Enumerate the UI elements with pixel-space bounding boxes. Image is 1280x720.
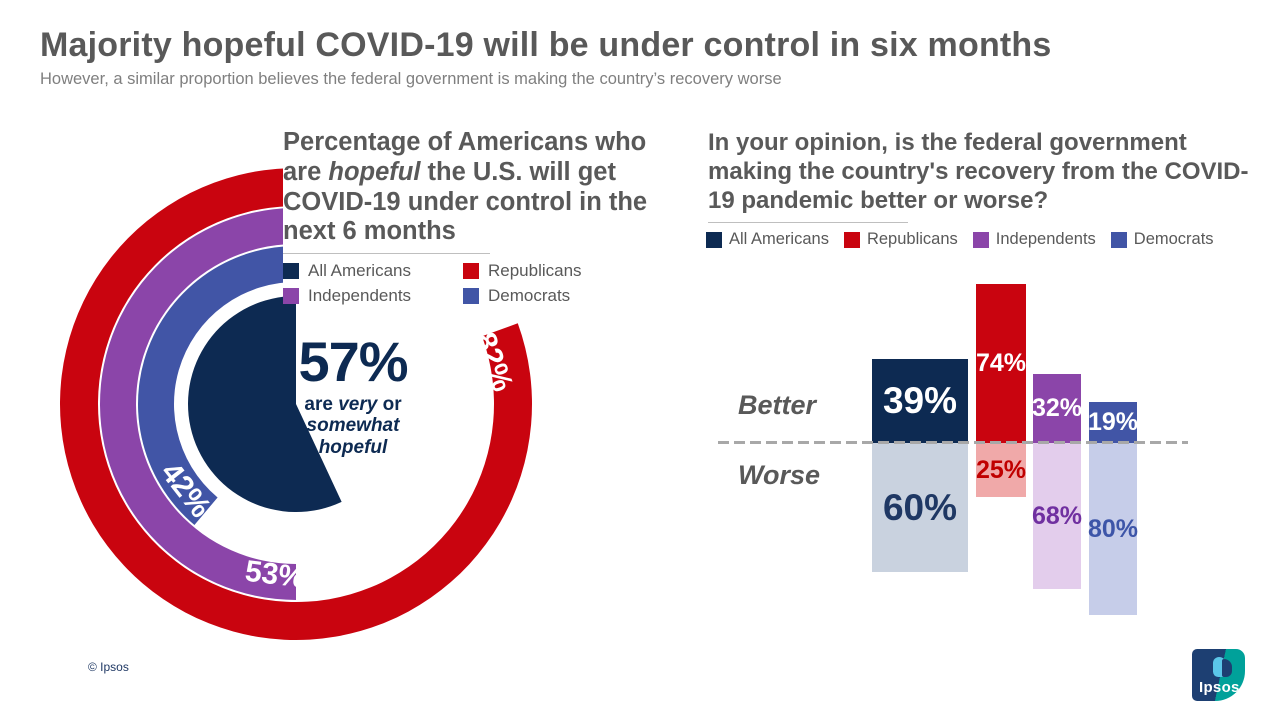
bar-chart-legend: All Americans Republicans Independents Demo… xyxy=(706,230,1262,249)
caption-somewhat: somewhat xyxy=(306,415,400,437)
bar-chart-title: In your opinion, is the federal governme… xyxy=(708,129,1249,215)
donut-center-caption: are very or somewhat hopeful xyxy=(277,394,429,458)
donut-legend-swatch-independents xyxy=(283,288,299,305)
caption-very: very xyxy=(338,394,378,415)
donut-center-value: 57% xyxy=(298,330,408,393)
better-axis-label: Better xyxy=(738,390,817,420)
bar-legend-swatch-democrats xyxy=(1110,231,1127,248)
bar-worse-independents: 68% xyxy=(1031,443,1083,589)
bar-legend-label-republicans: Republicans xyxy=(866,230,958,248)
donut-legend-swatch-republicans xyxy=(463,263,479,280)
bar-value-better-all-americans: 39% xyxy=(882,380,958,421)
donut-ring-value-independents: 53% xyxy=(243,555,307,595)
bar-value-better-republicans: 74% xyxy=(975,349,1027,377)
ipsos-logo-wordmark: Ipsos xyxy=(1199,679,1240,696)
hopeful-donut-chart: 82%53%42% xyxy=(59,167,532,640)
donut-legend-label-independents: Independents xyxy=(308,286,412,306)
donut-legend-item-republicans: Republicans xyxy=(463,261,643,281)
donut-title-block: Percentage of Americans who are hopeful … xyxy=(283,122,685,305)
bar-legend-item-democrats: Democrats xyxy=(1110,230,1214,249)
bar-better-democrats: 19% xyxy=(1087,402,1139,443)
donut-title-rule xyxy=(283,253,490,255)
donut-title-italic: hopeful xyxy=(328,157,421,186)
bar-legend-swatch-republicans xyxy=(843,231,860,248)
bar-value-worse-all-americans: 60% xyxy=(882,486,958,528)
bar-value-better-independents: 32% xyxy=(1031,394,1083,422)
bar-legend-label-independents: Independents xyxy=(995,230,1096,248)
donut-inner-pie-all-americans xyxy=(188,296,342,512)
bar-worse-all-americans: 60% xyxy=(872,443,968,572)
bar-worse-democrats: 80% xyxy=(1087,443,1139,615)
bar-better-independents: 32% xyxy=(1031,374,1083,443)
bar-value-worse-independents: 68% xyxy=(1031,501,1083,530)
donut-title-prefix: Percentage of Americans who are xyxy=(283,128,647,186)
copyright-note: © Ipsos xyxy=(88,660,129,674)
donut-legend-swatch-all-americans xyxy=(283,263,299,280)
bar-value-better-democrats: 19% xyxy=(1087,408,1139,436)
bar-legend-item-independents: Independents xyxy=(972,230,1096,249)
donut-ring-independents xyxy=(100,208,334,600)
ipsos-logo: Ipsos xyxy=(1192,649,1245,701)
bar-title-rule xyxy=(708,222,908,223)
bar-value-worse-republicans: 25% xyxy=(975,455,1027,484)
donut-legend-label-all-americans: All Americans xyxy=(308,261,411,281)
donut-legend-item-independents: Independents xyxy=(283,286,463,306)
bar-better-all-americans: 39% xyxy=(872,359,968,443)
page-title: Majority hopeful COVID-19 will be under … xyxy=(40,26,1052,64)
government-recovery-chart: In your opinion, is the federal governme… xyxy=(700,120,1262,680)
donut-chart-title: Percentage of Americans who are hopeful … xyxy=(283,122,683,247)
bar-legend-swatch-all-americans xyxy=(706,231,722,248)
donut-ring-democrats xyxy=(138,246,327,526)
bar-legend-item-all-americans: All Americans xyxy=(706,230,829,249)
bar-plot-area: Better Worse 39% 60% 74% 25% 32% 68% 19% 80% xyxy=(700,120,1262,680)
donut-legend-swatch-democrats xyxy=(463,288,479,305)
bar-better-republicans: 74% xyxy=(976,284,1026,443)
bar-legend-item-republicans: Republicans xyxy=(843,230,958,249)
caption-or: or xyxy=(377,394,402,415)
caption-hopeful: hopeful xyxy=(318,436,388,458)
donut-center-text: 57% are very or somewhat hopeful xyxy=(277,334,429,458)
donut-legend-label-democrats: Democrats xyxy=(488,286,571,306)
donut-legend-label-republicans: Republicans xyxy=(488,261,582,281)
bar-worse-republicans: 25% xyxy=(976,443,1026,497)
caption-pre: are xyxy=(304,394,339,415)
zero-baseline-dashed-line xyxy=(718,441,1188,444)
bar-value-worse-democrats: 80% xyxy=(1087,514,1139,543)
donut-title-suffix: the U.S. will get COVID-19 under control… xyxy=(283,157,648,246)
page-subtitle: However, a similar proportion believes t… xyxy=(40,70,782,88)
bar-legend-swatch-independents xyxy=(972,231,989,248)
bar-legend-label-democrats: Democrats xyxy=(1133,230,1214,248)
donut-legend: All Americans Republicans Independents Demo… xyxy=(283,261,643,311)
ipsos-logo-face-shadow-icon xyxy=(1222,659,1232,677)
worse-axis-label: Worse xyxy=(738,460,821,490)
bar-legend-label-all-americans: All Americans xyxy=(729,230,829,248)
donut-legend-item-democrats: Democrats xyxy=(463,286,643,306)
donut-legend-item-all-americans: All Americans xyxy=(283,261,463,281)
